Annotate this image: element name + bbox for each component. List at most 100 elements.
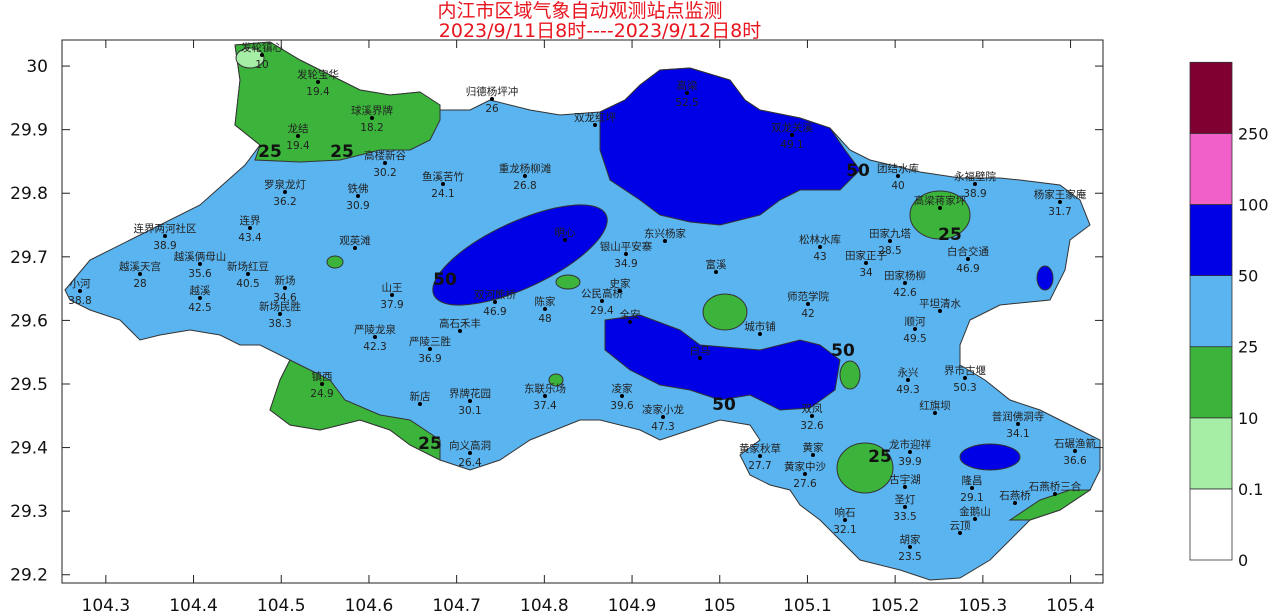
contour-label: 50 <box>846 161 870 181</box>
station-name: 银山平安寨 <box>600 240 653 253</box>
station-dot <box>1058 200 1062 204</box>
station-value: 24.9 <box>310 388 333 400</box>
station-value: 37.9 <box>380 299 403 311</box>
station-name: 发轮宝华 <box>297 68 339 81</box>
station-name: 胡家 <box>900 533 921 546</box>
station-dot <box>468 399 472 403</box>
station-dot <box>933 411 937 415</box>
station-value: 43 <box>813 251 826 263</box>
station-dot <box>803 472 807 476</box>
station-dot <box>958 531 962 535</box>
station-name: 双河熊桥 <box>474 288 516 301</box>
station-dot <box>468 451 472 455</box>
x-tick-label: 104.7 <box>432 596 481 615</box>
y-tick-label: 30 <box>26 57 48 77</box>
station-value: 42.5 <box>188 302 211 314</box>
station-dot <box>316 80 320 84</box>
station-name: 白马 <box>690 344 711 357</box>
station-name: 田家九塔 <box>869 227 911 240</box>
map-area <box>64 41 1101 581</box>
station-dot <box>818 245 822 249</box>
station-value: 36.9 <box>418 353 441 365</box>
station-dot <box>543 394 547 398</box>
station-dot <box>663 239 667 243</box>
station-value: 10 <box>255 59 268 71</box>
station-name: 铁佛 <box>348 182 369 195</box>
station-dot <box>1073 449 1077 453</box>
station-value: 46.9 <box>483 306 506 318</box>
y-tick-label: 29.7 <box>10 248 48 268</box>
station-value: 38.8 <box>68 295 91 307</box>
station-name: 石碾渔箭 <box>1054 437 1096 450</box>
station-dot <box>543 307 547 311</box>
station-value: 23.5 <box>898 551 921 563</box>
station-dot <box>811 453 815 457</box>
station-value: 27.6 <box>793 478 817 490</box>
station-name: 严陵龙泉 <box>354 323 396 336</box>
station-value: 35.6 <box>188 268 212 280</box>
station-value: 29.4 <box>590 305 614 317</box>
station-value: 42 <box>801 308 814 320</box>
station-dot <box>685 91 689 95</box>
contour-label: 50 <box>831 341 855 361</box>
station-dot <box>78 289 82 293</box>
station-value: 19.4 <box>286 140 310 152</box>
contour-label: 50 <box>712 395 736 415</box>
station-name: 双龙关溪 <box>771 121 813 134</box>
station-dot <box>1013 501 1017 505</box>
station-dot <box>698 356 702 360</box>
region-10-25 <box>555 274 581 290</box>
station-name: 城市铺 <box>744 320 776 333</box>
region-10-25 <box>269 359 441 461</box>
region-10-25 <box>839 360 861 390</box>
subtitle: 2023/9/11日8时----2023/9/12日8时 <box>439 20 761 42</box>
station-dot <box>908 450 912 454</box>
station-name: 新店 <box>410 390 431 403</box>
station-name: 发轮镇心 <box>241 41 283 54</box>
station-name: 田家杨柳 <box>884 269 926 282</box>
title: 内江市区域气象自动观测站点监测 <box>437 0 722 22</box>
legend-label: 100 <box>1238 196 1269 215</box>
station-value: 52.5 <box>675 97 698 109</box>
station-name: 镇西 <box>312 370 333 383</box>
region-50-100 <box>1036 265 1054 291</box>
region-50-100 <box>604 314 841 411</box>
station-value: 40 <box>891 180 904 192</box>
region-50-100 <box>959 443 1021 471</box>
station-name: 双凤 <box>802 403 823 415</box>
contour-label: 25 <box>330 142 354 162</box>
station-name: 东兴杨家 <box>644 227 686 240</box>
station-name: 明心 <box>555 227 576 239</box>
station-dot <box>353 246 357 250</box>
legend-label: 10 <box>1238 409 1258 428</box>
station-dot <box>383 161 387 165</box>
station-value: 24.1 <box>431 188 454 200</box>
station-name: 新场红豆 <box>227 260 269 273</box>
station-value: 34.9 <box>614 258 637 270</box>
station-name: 圣灯 <box>895 494 916 506</box>
station-dot <box>296 134 300 138</box>
station-dot <box>661 415 665 419</box>
station-dot <box>913 327 917 331</box>
region-10-25 <box>234 41 441 163</box>
station-name: 凌家小龙 <box>642 403 684 416</box>
contour-label: 25 <box>868 447 892 467</box>
station-value: 46.9 <box>956 263 979 275</box>
station-name: 鱼溪苦竹 <box>422 170 464 183</box>
x-tick-label: 104.3 <box>82 596 131 615</box>
station-value: 34.1 <box>1006 428 1029 440</box>
station-value: 42.3 <box>363 341 386 353</box>
region-10-25 <box>702 293 748 331</box>
station-value: 26.4 <box>458 457 482 469</box>
station-dot <box>1053 492 1057 496</box>
station-value: 43.4 <box>238 232 262 244</box>
x-tick-label: 105.4 <box>1046 596 1095 615</box>
station-dot <box>593 123 597 127</box>
legend-swatch <box>1189 417 1233 490</box>
station-dot <box>320 382 324 386</box>
contour-label: 25 <box>938 225 962 245</box>
region-10-25 <box>836 442 894 494</box>
station-name: 永兴 <box>898 366 919 379</box>
station-name: 师范学院 <box>787 290 829 303</box>
x-tick-label: 104.8 <box>520 596 569 615</box>
